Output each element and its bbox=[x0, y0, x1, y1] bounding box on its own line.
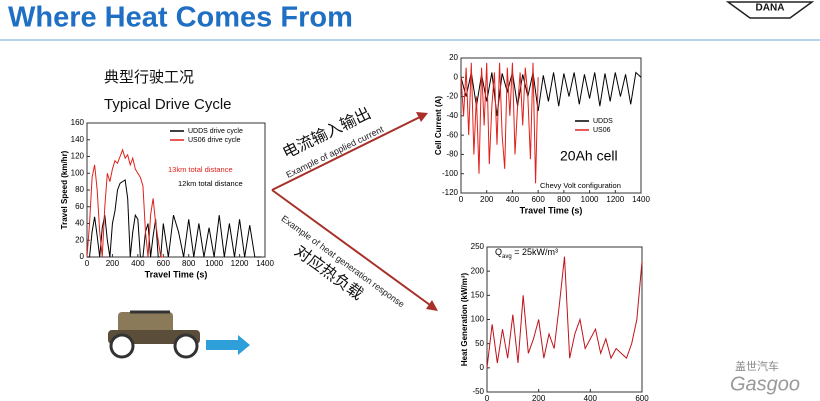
drive-cycle-cn: 典型行驶工况 bbox=[104, 69, 194, 86]
y-tick-label: 60 bbox=[75, 202, 84, 211]
x-tick-label: 600 bbox=[531, 195, 545, 204]
y-tick-label: -100 bbox=[442, 169, 459, 178]
x-tick-label: 1000 bbox=[205, 259, 223, 268]
x-tick-label: 0 bbox=[485, 394, 490, 401]
y-tick-label: -20 bbox=[446, 92, 458, 101]
y-tick-label: -80 bbox=[446, 150, 458, 159]
x-tick-label: 200 bbox=[480, 195, 494, 204]
x-tick-label: 1200 bbox=[606, 195, 624, 204]
y-tick-label: -50 bbox=[472, 387, 484, 396]
x-axis-label: Travel Time (s) bbox=[145, 269, 208, 279]
logo-text: DANA bbox=[756, 3, 785, 14]
y-tick-label: -40 bbox=[446, 111, 458, 120]
y-tick-label: 20 bbox=[449, 53, 458, 62]
x-tick-label: 1200 bbox=[231, 259, 249, 268]
arrow-upper bbox=[271, 116, 421, 191]
x-tick-label: 200 bbox=[532, 394, 546, 401]
x-tick-label: 800 bbox=[182, 259, 196, 268]
y-tick-label: 100 bbox=[471, 315, 485, 324]
annotation: 12km total distance bbox=[178, 179, 243, 188]
x-tick-label: 400 bbox=[584, 394, 598, 401]
x-tick-label: 400 bbox=[506, 195, 520, 204]
plot-area bbox=[86, 122, 266, 258]
arrow-lower bbox=[271, 189, 431, 306]
chart: -500501001502002500200400600Travel Time … bbox=[460, 242, 649, 401]
plot-area bbox=[486, 246, 643, 393]
y-tick-label: 250 bbox=[471, 242, 485, 251]
drive-cycle-en: Typical Drive Cycle bbox=[104, 96, 232, 113]
line-series bbox=[460, 71, 642, 116]
legend-label: UDDS drive cycle bbox=[188, 128, 243, 135]
y-tick-label: 160 bbox=[71, 118, 85, 127]
annotation-part: = 25kW/m³ bbox=[512, 247, 558, 257]
legend-label: US06 drive cycle bbox=[188, 137, 241, 144]
y-tick-label: 120 bbox=[71, 152, 85, 161]
line-series bbox=[460, 62, 539, 184]
brand-cn: 盖世汽车 bbox=[735, 359, 779, 373]
y-tick-label: 200 bbox=[471, 266, 485, 275]
logo: DANA bbox=[725, 1, 815, 19]
x-axis-label: Travel Time (s) bbox=[520, 205, 583, 215]
x-tick-label: 1400 bbox=[256, 259, 274, 268]
y-tick-label: 40 bbox=[75, 219, 84, 228]
x-tick-label: 0 bbox=[459, 195, 464, 204]
y-tick-label: 150 bbox=[471, 290, 485, 299]
y-tick-label: 20 bbox=[75, 235, 84, 244]
y-tick-label: 50 bbox=[475, 339, 484, 348]
arrows: 电流输入输出 Example of applied current Exampl… bbox=[271, 104, 438, 311]
y-tick-label: 0 bbox=[80, 252, 85, 261]
line-series bbox=[86, 148, 164, 258]
y-tick-label: 140 bbox=[71, 135, 85, 144]
x-tick-label: 1000 bbox=[581, 195, 599, 204]
x-tick-label: 400 bbox=[131, 259, 145, 268]
car-wheel bbox=[173, 333, 199, 359]
legend-label: UDDS bbox=[593, 118, 613, 125]
x-tick-label: 800 bbox=[557, 195, 571, 204]
x-tick-label: 0 bbox=[85, 259, 90, 268]
legend-label: US06 bbox=[593, 127, 611, 134]
annotation: 20Ah cell bbox=[560, 148, 618, 164]
arrow-head bbox=[426, 300, 438, 311]
y-tick-label: -120 bbox=[442, 188, 459, 197]
annotation-sub: avg bbox=[502, 254, 512, 260]
annotation: Chevy Volt configuration bbox=[540, 181, 621, 190]
annotation: 13km total distance bbox=[168, 165, 233, 174]
line-series bbox=[486, 256, 643, 368]
x-tick-label: 1400 bbox=[632, 195, 650, 204]
chart: 0 20 40 60 80 100 120 140 160 0 200 400 600 800 1000 12… bbox=[60, 118, 274, 279]
y-tick-label: 80 bbox=[75, 185, 84, 194]
car-arrow bbox=[206, 335, 250, 355]
y-axis-label: Travel Speed (km/hr) bbox=[60, 150, 69, 229]
annotation-part: Q bbox=[495, 247, 502, 257]
annotation: Qavg = 25kW/m³ bbox=[495, 247, 558, 259]
y-axis-label: Cell Current (A) bbox=[434, 96, 443, 155]
y-tick-label: -60 bbox=[446, 130, 458, 139]
brand-en: Gasgoo bbox=[730, 373, 800, 395]
logo-shape bbox=[725, 1, 815, 19]
car-icon bbox=[108, 310, 250, 359]
x-tick-label: 200 bbox=[106, 259, 120, 268]
car-wheel bbox=[109, 333, 135, 359]
arrow-head bbox=[416, 112, 428, 122]
slide-title: Where Heat Comes From bbox=[8, 2, 353, 34]
y-tick-label: 0 bbox=[454, 72, 459, 81]
x-tick-label: 600 bbox=[157, 259, 171, 268]
y-tick-label: 100 bbox=[71, 168, 85, 177]
y-tick-label: 0 bbox=[480, 363, 485, 372]
x-tick-label: 600 bbox=[635, 394, 649, 401]
y-axis-label: Heat Generation (kW/m³) bbox=[460, 272, 469, 366]
